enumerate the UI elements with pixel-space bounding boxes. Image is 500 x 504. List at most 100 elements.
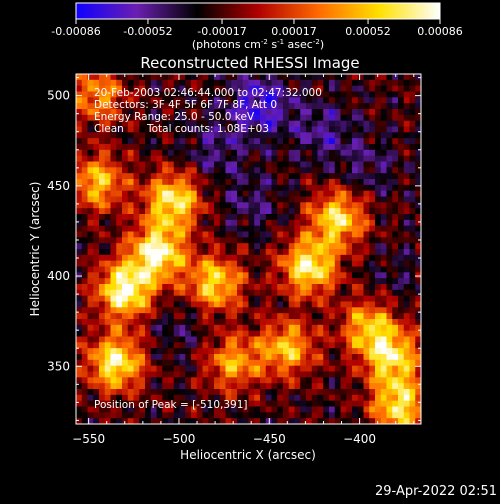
heatmap-cell [340,278,347,285]
heatmap-cell [306,196,313,203]
heatmap-cell [191,184,198,192]
heatmap-cell [110,324,117,332]
heatmap-cell [375,272,382,279]
heatmap-cell [110,132,117,139]
heatmap-cell [145,342,152,349]
heatmap-cell [116,237,123,244]
heatmap-cell [237,284,244,291]
heatmap-cell [168,74,175,81]
heatmap-cell [340,359,347,367]
heatmap-cell [398,354,405,361]
heatmap-cell [99,184,106,192]
heatmap-cell [191,190,198,197]
heatmap-cell [99,272,106,279]
heatmap-cell [311,231,318,238]
heatmap-cell [93,371,100,378]
heatmap-cell [202,336,209,343]
heatmap-cell [208,132,215,139]
heatmap-cell [104,412,111,419]
heatmap-cell [99,173,106,180]
heatmap-cell [380,114,387,122]
heatmap-cell [110,289,117,297]
heatmap-cell [363,354,370,361]
heatmap-cell [294,179,301,186]
heatmap-cell [403,202,410,209]
heatmap-cell [334,330,341,337]
heatmap-cell [231,231,238,238]
heatmap-cell [87,289,94,297]
heatmap-cell [392,342,399,349]
heatmap-cell [173,389,180,396]
heatmap-cell [225,354,232,361]
heatmap-cell [346,249,353,256]
heatmap-cell [329,383,336,390]
heatmap-cell [403,377,410,384]
heatmap-cell [87,324,94,332]
heatmap-cell [346,354,353,361]
heatmap-cell [219,260,226,267]
heatmap-cell [346,231,353,238]
colorbar-tick-label: -0.00086 [51,25,100,38]
heatmap-cell [248,103,255,110]
heatmap-cell [283,336,290,343]
heatmap-cell [242,208,249,215]
heatmap-cell [271,249,278,256]
heatmap-cell [334,202,341,209]
heatmap-cell [329,120,336,127]
heatmap-cell [409,383,416,390]
heatmap-cell [386,237,393,244]
heatmap-cell [398,97,405,104]
heatmap-cell [214,208,221,215]
heatmap-cell [237,319,244,326]
heatmap-cell [363,348,370,355]
heatmap-cell [225,400,232,407]
heatmap-cell [380,225,387,232]
heatmap-cell [403,418,410,424]
heatmap-cell [196,324,203,332]
heatmap-cell [306,237,313,244]
heatmap-cell [311,126,318,133]
heatmap-cell [392,365,399,372]
heatmap-cell [127,138,134,145]
heatmap-cell [191,179,198,186]
heatmap-cell [127,103,134,110]
heatmap-cell [409,173,416,180]
heatmap-cell [260,284,267,291]
heatmap-cell [162,412,169,419]
heatmap-cell [242,365,249,372]
heatmap-cell [145,126,152,133]
heatmap-cell [288,97,295,104]
heatmap-cell [386,319,393,326]
heatmap-cell [317,74,324,81]
heatmap-cell [392,138,399,145]
heatmap-cell [116,284,123,291]
heatmap-cell [76,231,83,238]
heatmap-cell [87,365,94,372]
heatmap-cell [283,354,290,361]
heatmap-cell [329,167,336,174]
heatmap-cell [156,400,163,407]
heatmap-cell [300,225,307,232]
heatmap-cell [363,237,370,244]
heatmap-cell [110,249,117,256]
heatmap-cell [363,406,370,413]
heatmap-cell [122,237,129,244]
heatmap-cell [392,155,399,162]
heatmap-cell [196,237,203,244]
heatmap-cell [87,254,94,262]
heatmap-cell [363,202,370,209]
heatmap-cell [352,103,359,110]
heatmap-cell [340,219,347,227]
heatmap-cell [104,237,111,244]
heatmap-cell [242,219,249,227]
heatmap-cell [122,144,129,151]
heatmap-cell [271,196,278,203]
heatmap-cell [306,109,313,116]
heatmap-cell [225,254,232,262]
heatmap-cell [311,219,318,227]
heatmap-cell [214,91,221,98]
heatmap-cell [122,103,129,110]
heatmap-cell [369,348,376,355]
heatmap-cell [162,371,169,378]
heatmap-cell [288,394,295,402]
